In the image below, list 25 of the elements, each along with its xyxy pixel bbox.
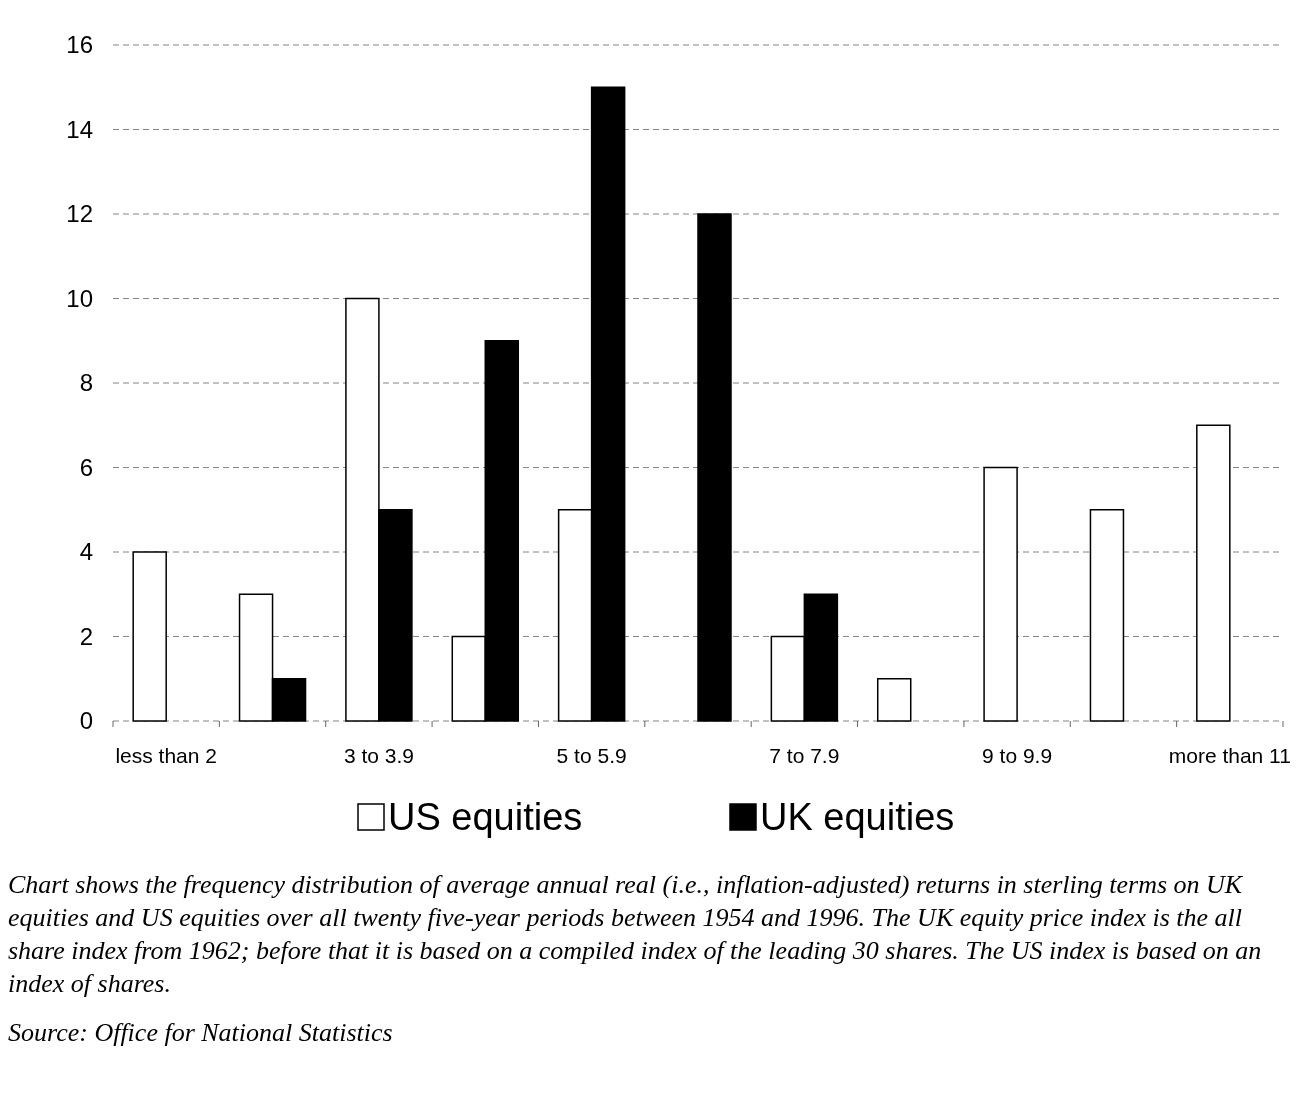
legend-label: US equities	[388, 796, 583, 838]
bar	[1089, 509, 1125, 722]
y-tick-label: 4	[79, 538, 93, 566]
y-tick-label: 8	[79, 369, 93, 397]
y-tick-label: 0	[79, 707, 93, 735]
bar	[1196, 424, 1231, 722]
bar	[132, 551, 167, 722]
x-tick-label: 7 to 7.9	[769, 744, 840, 767]
y-tick-label: 6	[79, 453, 93, 481]
bar	[697, 213, 732, 722]
legend-label: UK equities	[760, 796, 955, 838]
source-note: Source: Office for National Statistics	[8, 1017, 394, 1049]
y-tick-label: 16	[66, 31, 93, 59]
x-tick-label: 3 to 3.9	[343, 744, 414, 767]
bar	[983, 466, 1018, 722]
y-tick-label: 12	[66, 200, 93, 228]
bar	[876, 678, 912, 722]
y-tick-label: 10	[66, 284, 93, 312]
text: Chart shows the frequency distribution of average annual real (i.e., inflation-adjusted) returns in sterling terms on UK equities and US equities over all twenty five-year periods between 1954 and 1996. The UK equity price index is the all share index from 1962; before that it is based on a compiled index of the leading 30 shares. The US index is based on an index of shares.	[8, 869, 1263, 1000]
y-tick-label: 14	[66, 115, 93, 143]
x-tick-label: less than 2	[115, 744, 217, 767]
x-tick-label: 5 to 5.9	[556, 744, 627, 767]
x-tick-label: more than 11	[1168, 744, 1291, 767]
y-tick-label: 2	[79, 622, 93, 650]
x-tick-label: 9 to 9.9	[982, 744, 1053, 767]
